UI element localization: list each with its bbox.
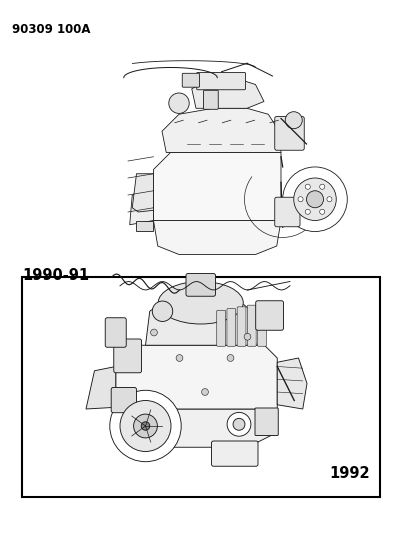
FancyBboxPatch shape bbox=[237, 307, 245, 346]
Bar bbox=[22, 277, 379, 497]
Circle shape bbox=[282, 167, 346, 231]
Polygon shape bbox=[162, 108, 280, 152]
Polygon shape bbox=[277, 358, 306, 409]
FancyBboxPatch shape bbox=[216, 310, 225, 346]
Text: 90309 100A: 90309 100A bbox=[12, 23, 90, 36]
Text: 1990-91: 1990-91 bbox=[22, 268, 89, 283]
Polygon shape bbox=[145, 290, 255, 345]
Circle shape bbox=[141, 422, 150, 430]
Circle shape bbox=[243, 333, 250, 340]
Circle shape bbox=[176, 354, 182, 361]
Circle shape bbox=[326, 197, 331, 202]
FancyBboxPatch shape bbox=[274, 117, 304, 150]
FancyBboxPatch shape bbox=[227, 309, 235, 346]
Polygon shape bbox=[153, 221, 280, 254]
Circle shape bbox=[293, 178, 335, 221]
Circle shape bbox=[201, 389, 208, 395]
Polygon shape bbox=[132, 174, 153, 212]
Polygon shape bbox=[130, 191, 153, 225]
Circle shape bbox=[109, 390, 181, 462]
FancyBboxPatch shape bbox=[113, 339, 141, 373]
FancyBboxPatch shape bbox=[182, 74, 199, 87]
Circle shape bbox=[150, 329, 157, 336]
FancyBboxPatch shape bbox=[257, 303, 266, 346]
FancyBboxPatch shape bbox=[105, 318, 126, 348]
Circle shape bbox=[233, 418, 244, 430]
FancyBboxPatch shape bbox=[186, 273, 215, 296]
FancyBboxPatch shape bbox=[254, 408, 277, 435]
Circle shape bbox=[168, 93, 189, 114]
Circle shape bbox=[152, 301, 172, 321]
Polygon shape bbox=[191, 78, 263, 108]
FancyBboxPatch shape bbox=[196, 72, 245, 90]
Circle shape bbox=[297, 197, 302, 202]
Circle shape bbox=[285, 112, 302, 128]
Polygon shape bbox=[120, 409, 277, 447]
Circle shape bbox=[133, 414, 157, 438]
Circle shape bbox=[304, 184, 310, 189]
Polygon shape bbox=[86, 367, 115, 409]
FancyBboxPatch shape bbox=[111, 387, 136, 413]
Polygon shape bbox=[115, 345, 277, 409]
Circle shape bbox=[319, 209, 324, 214]
Bar bbox=[136, 221, 153, 231]
Circle shape bbox=[227, 413, 250, 436]
Circle shape bbox=[304, 209, 310, 214]
FancyBboxPatch shape bbox=[203, 90, 218, 109]
FancyBboxPatch shape bbox=[247, 305, 255, 346]
FancyBboxPatch shape bbox=[274, 197, 299, 227]
FancyBboxPatch shape bbox=[255, 301, 283, 330]
Circle shape bbox=[319, 184, 324, 189]
Ellipse shape bbox=[158, 281, 243, 324]
Circle shape bbox=[306, 191, 323, 208]
FancyBboxPatch shape bbox=[211, 441, 257, 466]
Text: 1992: 1992 bbox=[328, 466, 369, 481]
Circle shape bbox=[227, 354, 233, 361]
Circle shape bbox=[120, 400, 170, 451]
Polygon shape bbox=[153, 152, 280, 221]
